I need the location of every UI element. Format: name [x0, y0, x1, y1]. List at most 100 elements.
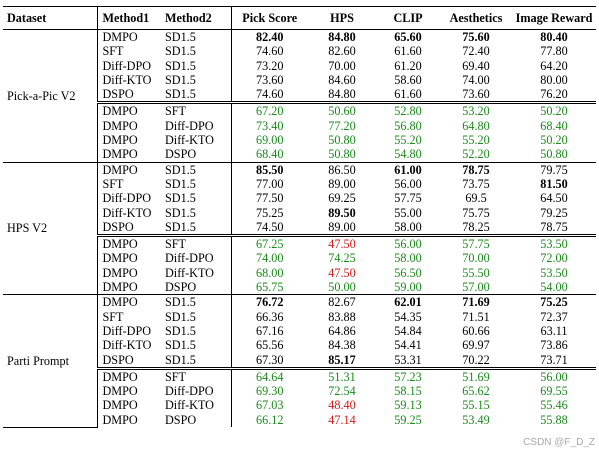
- score-cell: 65.75: [256, 280, 284, 295]
- score-cell: 53.20: [440, 101, 512, 119]
- score-cell: 58.00: [394, 251, 422, 266]
- method1-cell: DMPO: [102, 280, 138, 295]
- score-cell: 83.88: [328, 309, 356, 324]
- score-cell: 53.49: [462, 412, 490, 427]
- score-cell: 63.11: [540, 323, 568, 338]
- method1-cell: DMPO: [97, 294, 161, 310]
- score-cell: 70.00: [328, 58, 356, 73]
- score-cell: 52.20: [462, 147, 490, 162]
- score-cell: 71.51: [462, 309, 490, 324]
- method2-cell: SD1.5: [161, 191, 232, 206]
- score-cell: 86.50: [308, 161, 376, 177]
- score-cell: 70.00: [462, 251, 490, 266]
- score-cell: 76.72: [231, 294, 308, 310]
- score-cell: 54.80: [394, 147, 422, 162]
- header-row: Dataset Method1 Method2 Pick Score HPS C…: [3, 6, 596, 30]
- table-row: SFT SD1.5 66.36 83.88 54.35 71.51 72.37: [3, 309, 596, 324]
- table-row: DSPO SD1.5 74.50 89.00 58.00 78.25 78.75: [3, 219, 596, 236]
- method2-cell: SD1.5: [161, 338, 232, 353]
- score-cell: 56.00: [394, 176, 422, 191]
- score-cell: 74.60: [256, 44, 284, 59]
- score-cell: 59.25: [394, 412, 422, 427]
- score-cell: 64.50: [540, 191, 568, 206]
- table-row: SFT SD1.5 77.00 89.00 56.00 73.75 81.50: [3, 176, 596, 192]
- method2-cell: DSPO: [161, 147, 232, 163]
- score-cell: 75.60: [440, 29, 512, 45]
- score-cell: 64.86: [328, 323, 356, 338]
- score-cell: 77.20: [328, 118, 356, 133]
- dataset-label: Pick-a-Pic V2: [3, 29, 98, 163]
- score-cell: 54.35: [394, 309, 422, 324]
- score-cell: 65.62: [462, 384, 490, 399]
- table-row: DSPO SD1.5 67.30 85.17 53.31 70.22 73.71: [3, 352, 596, 369]
- method1-cell: Diff-DPO: [102, 323, 152, 338]
- score-cell: 61.60: [394, 87, 422, 102]
- score-cell: 53.50: [540, 265, 568, 280]
- score-cell: 73.20: [256, 58, 284, 73]
- table-row: Diff-DPO SD1.5 73.20 70.00 61.20 69.40 64.20: [3, 58, 596, 73]
- table-row: DMPO Diff-DPO 73.40 77.20 56.80 64.80 68.40: [3, 118, 596, 134]
- score-cell: 69.00: [256, 133, 284, 148]
- score-cell: 72.40: [462, 44, 490, 59]
- score-cell: 58.15: [394, 384, 422, 399]
- score-cell: 53.50: [512, 234, 596, 252]
- score-cell: 69.40: [462, 58, 490, 73]
- score-cell: 89.00: [328, 219, 356, 234]
- score-cell: 70.22: [462, 352, 490, 367]
- score-cell: 57.23: [376, 366, 440, 385]
- score-cell: 67.30: [256, 352, 284, 367]
- method1-cell: DMPO: [102, 398, 138, 413]
- score-cell: 72.00: [540, 251, 568, 266]
- header-hps: HPS: [308, 6, 376, 30]
- score-cell: 73.60: [462, 87, 490, 102]
- method2-cell: Diff-KTO: [161, 133, 232, 148]
- score-cell: 67.16: [256, 323, 284, 338]
- score-cell: 65.60: [376, 29, 440, 45]
- method1-cell: Diff-KTO: [102, 205, 152, 220]
- score-cell: 50.80: [328, 147, 356, 162]
- score-cell: 56.80: [394, 118, 422, 133]
- score-cell: 55.20: [462, 133, 490, 148]
- score-cell: 75.75: [462, 205, 490, 220]
- method1-cell: DMPO: [97, 234, 161, 252]
- score-cell: 47.50: [308, 234, 376, 252]
- score-cell: 56.50: [394, 265, 422, 280]
- table-row: Diff-KTO SD1.5 73.60 84.60 58.60 74.00 80.00: [3, 72, 596, 88]
- score-cell: 64.64: [231, 366, 308, 385]
- score-cell: 77.00: [256, 176, 284, 191]
- header-method2: Method2: [161, 6, 232, 30]
- score-cell: 75.25: [256, 205, 284, 220]
- header-pick-score: Pick Score: [231, 6, 308, 30]
- score-cell: 74.00: [462, 72, 490, 87]
- score-cell: 80.40: [512, 29, 596, 45]
- table-row: Diff-DPO SD1.5 67.16 64.86 54.84 60.66 63.11: [3, 323, 596, 339]
- score-cell: 89.00: [328, 176, 356, 191]
- score-cell: 69.97: [462, 338, 490, 353]
- method1-cell: DMPO: [102, 384, 138, 399]
- method1-cell: DMPO: [102, 251, 138, 266]
- header-method1: Method1: [97, 6, 161, 30]
- method1-cell: DMPO: [97, 161, 161, 177]
- score-cell: 51.31: [308, 366, 376, 385]
- score-cell: 50.00: [328, 280, 356, 295]
- score-cell: 69.25: [328, 191, 356, 206]
- method2-cell: Diff-KTO: [161, 398, 232, 413]
- score-cell: 55.15: [462, 398, 490, 413]
- method1-cell: DMPO: [102, 412, 138, 427]
- header-aesthetics: Aesthetics: [440, 6, 512, 30]
- method2-cell: DSPO: [161, 280, 232, 295]
- score-cell: 77.50: [256, 191, 284, 206]
- score-cell: 73.40: [256, 118, 284, 133]
- score-cell: 61.20: [394, 58, 422, 73]
- method2-cell: SD1.5: [161, 176, 232, 192]
- method1-cell: Diff-DPO: [102, 191, 152, 206]
- table-row: DMPO Diff-DPO 74.00 74.25 58.00 70.00 72.00: [3, 251, 596, 266]
- score-cell: 78.75: [440, 161, 512, 177]
- score-cell: 84.80: [328, 87, 356, 102]
- score-cell: 72.54: [328, 384, 356, 399]
- score-cell: 73.86: [540, 338, 568, 353]
- method1-cell: DMPO: [102, 265, 138, 280]
- score-cell: 68.00: [256, 265, 284, 280]
- table-row: DSPO SD1.5 74.60 84.80 61.60 73.60 76.20: [3, 87, 596, 103]
- score-cell: 59.00: [394, 280, 422, 295]
